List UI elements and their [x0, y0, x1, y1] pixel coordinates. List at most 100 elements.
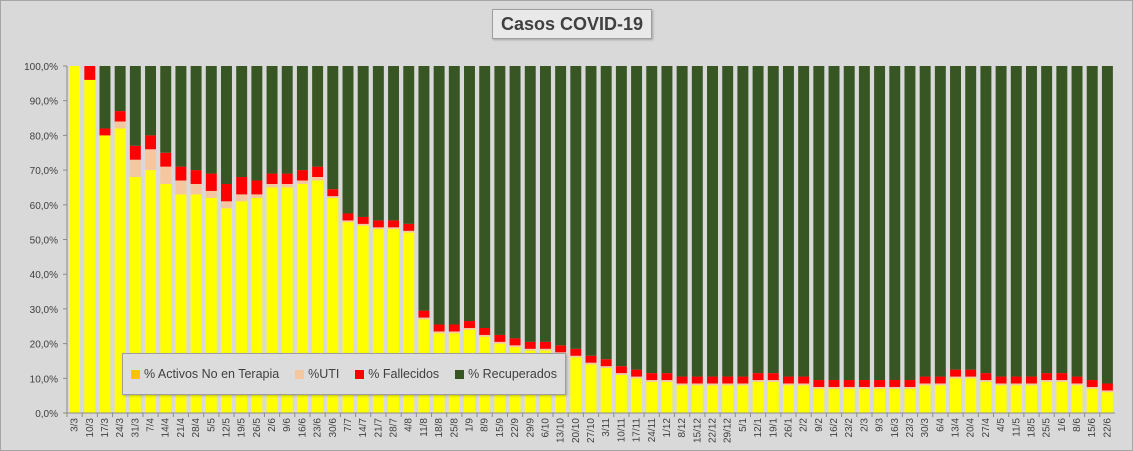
- bar-segment-1: [1086, 388, 1098, 413]
- bar-segment-4: [965, 66, 977, 370]
- x-tick-label: 21/7: [373, 418, 384, 438]
- bar-segment-1: [858, 388, 870, 413]
- bar-segment-4: [782, 66, 794, 377]
- x-tick-label: 23/6: [313, 418, 324, 438]
- bar-segment-1: [281, 187, 293, 413]
- bar-segment-2: [798, 383, 810, 386]
- bar-segment-4: [190, 66, 202, 171]
- bar-segment-3: [388, 220, 400, 228]
- bar-segment-2: [767, 380, 779, 382]
- bar-segment-3: [479, 327, 491, 335]
- x-tick-label: 6/4: [935, 418, 946, 432]
- bar-segment-2: [114, 121, 126, 129]
- bar-segment-1: [327, 197, 339, 413]
- bar-segment-2: [904, 386, 916, 389]
- bar-segment-4: [661, 66, 673, 374]
- bar-segment-2: [782, 383, 794, 386]
- bar-segment-3: [995, 376, 1007, 384]
- bar-segment-1: [1041, 381, 1053, 413]
- bar-segment-2: [1086, 386, 1098, 389]
- bar-segment-2: [737, 383, 749, 386]
- bar-segment-3: [84, 66, 96, 80]
- x-tick-label: 2/3: [859, 418, 870, 432]
- bar-segment-3: [266, 173, 278, 184]
- bar-segment-2: [965, 376, 977, 379]
- bar-segment-4: [129, 66, 141, 146]
- x-tick-label: 21/4: [176, 418, 187, 438]
- x-tick-label: 1/9: [464, 418, 475, 432]
- x-tick-label: 3/3: [70, 418, 81, 432]
- y-tick-label: 20,0%: [30, 340, 58, 351]
- bar-segment-1: [585, 364, 597, 413]
- bar-segment-2: [995, 383, 1007, 386]
- legend-label-fallecidos: % Fallecidos: [368, 367, 440, 381]
- bar-segment-4: [251, 66, 263, 181]
- bar-segment-3: [767, 373, 779, 381]
- x-tick-label: 26/5: [252, 418, 263, 438]
- x-tick-label: 24/3: [115, 418, 126, 438]
- legend-swatch-uti: [295, 369, 305, 379]
- bar-segment-2: [296, 180, 308, 184]
- bar-segment-2: [752, 380, 764, 382]
- legend-label-uti: %UTI: [308, 367, 340, 381]
- bar-segment-1: [934, 385, 946, 413]
- y-tick-label: 30,0%: [30, 305, 58, 316]
- bar-segment-3: [312, 166, 324, 178]
- bar-segment-2: [722, 383, 734, 386]
- x-tick-label: 16/3: [890, 418, 901, 438]
- bar-segment-2: [372, 227, 384, 230]
- bar-segment-3: [585, 355, 597, 363]
- bar-segment-4: [691, 66, 703, 377]
- bar-segment-4: [145, 66, 157, 136]
- bar-segment-1: [691, 385, 703, 413]
- x-tick-label: 13/10: [556, 418, 567, 443]
- bar-segment-2: [600, 366, 612, 368]
- bar-segment-3: [509, 338, 521, 346]
- x-tick-label: 19/1: [768, 418, 779, 438]
- bar-segment-1: [919, 385, 931, 413]
- bar-segment-1: [1071, 385, 1083, 413]
- x-tick-label: 23/3: [905, 418, 916, 438]
- bar-segment-3: [752, 373, 764, 381]
- bar-segment-2: [570, 355, 582, 358]
- bar-segment-2: [874, 386, 886, 389]
- x-tick-label: 2/6: [267, 418, 278, 432]
- x-tick-label: 13/4: [951, 418, 962, 438]
- bar-segment-4: [646, 66, 658, 374]
- bar-segment-4: [813, 66, 825, 381]
- bar-segment-1: [296, 183, 308, 413]
- bar-segment-4: [858, 66, 870, 381]
- x-tick-label: 10/3: [85, 418, 96, 438]
- bar-segment-2: [843, 386, 855, 389]
- bar-segment-3: [600, 359, 612, 367]
- bar-segment-4: [722, 66, 734, 377]
- bar-segment-2: [691, 383, 703, 386]
- bar-segment-4: [281, 66, 293, 174]
- x-tick-label: 15/9: [495, 418, 506, 438]
- bar-segment-4: [479, 66, 491, 328]
- bar-segment-1: [646, 381, 658, 413]
- bar-segment-2: [312, 177, 324, 181]
- bar-segment-3: [631, 369, 643, 377]
- legend-item-activos: % Activos No en Terapia: [130, 367, 279, 381]
- bar-segment-2: [539, 348, 551, 351]
- bar-segment-3: [798, 376, 810, 384]
- bar-segment-1: [342, 222, 354, 413]
- x-tick-label: 18/5: [1026, 418, 1037, 438]
- x-tick-label: 31/3: [130, 418, 141, 438]
- bar-segment-2: [388, 227, 400, 230]
- bar-segment-3: [296, 170, 308, 181]
- bar-segment-3: [646, 373, 658, 381]
- bar-segment-4: [980, 66, 992, 374]
- x-tick-label: 17/11: [632, 418, 643, 443]
- bar-segment-1: [388, 229, 400, 413]
- x-tick-label: 8/9: [480, 418, 491, 432]
- bar-segment-1: [129, 177, 141, 413]
- x-tick-label: 8/12: [677, 418, 688, 438]
- bar-segment-3: [737, 376, 749, 384]
- x-tick-label: 16/2: [829, 418, 840, 438]
- bar-segment-3: [494, 334, 506, 342]
- x-tick-label: 2/2: [799, 418, 810, 432]
- y-tick-label: 0,0%: [35, 409, 58, 420]
- bar-segment-2: [1041, 380, 1053, 382]
